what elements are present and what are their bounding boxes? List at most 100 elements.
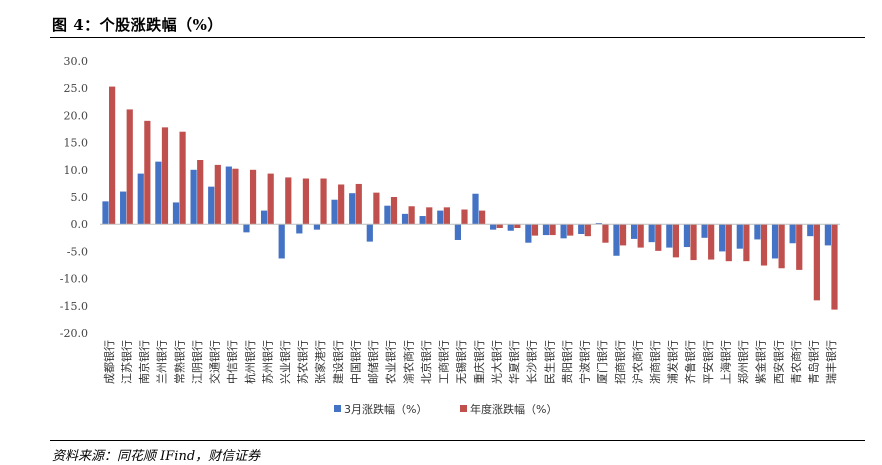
y-tick-label: -5.0: [67, 245, 88, 258]
category-label: 成都银行: [102, 340, 116, 384]
bar-march-36: [719, 224, 726, 252]
bar-ytd-3: [144, 120, 151, 225]
bar-march-9: [243, 224, 250, 233]
bar-ytd-24: [514, 224, 521, 229]
category-label: 农业银行: [384, 340, 398, 384]
legend: 3月涨跌幅（%） 年度涨跌幅（%）: [334, 402, 557, 416]
bar-ytd-31: [637, 224, 644, 248]
category-label: 重庆银行: [472, 340, 486, 384]
bar-ytd-7: [214, 164, 221, 225]
bar-ytd-16: [373, 192, 380, 225]
y-tick-label: -20.0: [60, 327, 88, 340]
bar-march-4: [155, 161, 162, 225]
bar-ytd-26: [549, 224, 556, 236]
bar-march-13: [313, 224, 321, 230]
category-label: 交通银行: [208, 340, 222, 384]
bar-march-5: [172, 202, 180, 225]
bar-march-3: [137, 173, 144, 225]
bar-march-31: [630, 224, 638, 239]
bar-march-27: [560, 224, 567, 239]
bar-march-30: [613, 224, 620, 256]
category-label: 上海银行: [718, 340, 732, 384]
bar-march-25: [525, 224, 532, 243]
category-label: 工商银行: [437, 340, 451, 384]
category-label: 张家港行: [313, 340, 327, 384]
bar-ytd-8: [232, 168, 239, 225]
source-note: 资料来源：同花顺 IFind，财信证券: [52, 449, 261, 464]
bar-march-8: [225, 166, 232, 225]
category-label: 华夏银行: [507, 340, 521, 384]
top-rule: [50, 37, 865, 38]
bar-march-16: [366, 224, 373, 242]
bar-ytd-33: [672, 224, 680, 258]
category-label: 北京银行: [419, 340, 433, 384]
bar-ytd-39: [778, 224, 785, 269]
bar-ytd-4: [161, 127, 169, 225]
bar-march-38: [754, 224, 761, 240]
bar-ytd-41: [813, 224, 820, 301]
category-label: 紫金银行: [754, 340, 768, 384]
y-tick-label: 20.0: [64, 109, 89, 122]
y-tick-label: 5.0: [71, 191, 89, 204]
category-label: 招商银行: [613, 340, 627, 384]
category-label: 青农商行: [789, 340, 803, 384]
category-label: 中国银行: [348, 340, 362, 384]
bar-march-18: [401, 213, 409, 225]
legend-swatch-2: [460, 405, 467, 412]
category-label: 江苏银行: [119, 340, 133, 384]
bar-march-35: [701, 224, 708, 238]
category-label: 渝农商行: [401, 340, 415, 384]
bar-ytd-6: [197, 160, 204, 225]
category-label: 民生银行: [542, 340, 556, 384]
category-label: 齐鲁银行: [683, 340, 697, 384]
bar-ytd-13: [320, 178, 327, 225]
bar-ytd-42: [831, 224, 838, 310]
bar-ytd-1: [109, 86, 116, 225]
category-label: 浦发银行: [666, 340, 680, 384]
category-label: 兴业银行: [278, 340, 292, 384]
bar-march-12: [296, 224, 303, 234]
bar-ytd-17: [390, 197, 398, 225]
category-label: 青岛银行: [807, 340, 821, 384]
bars: [102, 86, 838, 310]
category-label: 苏州银行: [260, 340, 274, 384]
category-label: 厦门银行: [595, 340, 609, 384]
bar-march-37: [736, 224, 743, 249]
bar-ytd-34: [690, 224, 697, 261]
bar-ytd-21: [461, 209, 468, 225]
category-label: 浙商银行: [648, 340, 662, 384]
y-tick-label: 0.0: [71, 218, 89, 231]
bar-march-14: [331, 199, 338, 225]
bar-march-42: [824, 224, 831, 246]
bar-ytd-29: [602, 224, 609, 243]
category-label: 中信银行: [225, 340, 239, 384]
category-label: 光大银行: [489, 340, 503, 384]
bar-ytd-27: [567, 224, 574, 236]
category-labels: 成都银行 江苏银行 南京银行 兰州银行 常熟银行 江阴银行 交通银行 中信银行 杭州银行 苏州银行…: [102, 340, 838, 384]
category-label: 邮储银行: [366, 340, 380, 384]
category-label: 建设银行: [331, 340, 345, 384]
category-label: 长沙银行: [525, 340, 539, 384]
bar-march-20: [437, 210, 444, 225]
bar-march-40: [789, 224, 796, 244]
category-label: 无锡银行: [454, 340, 468, 384]
bar-ytd-12: [302, 178, 310, 225]
y-axis-ticks: 30.0 25.0 20.0 15.0 10.0 5.0 0.0 -5.0 -10.0 -15.0…: [60, 55, 88, 340]
bar-ytd-38: [760, 224, 768, 266]
bar-ytd-10: [267, 173, 274, 225]
bar-march-33: [666, 224, 673, 248]
bar-march-22: [472, 193, 479, 225]
bar-march-32: [648, 224, 655, 243]
y-tick-label: -15.0: [60, 300, 88, 313]
legend-label-1: 3月涨跌幅（%）: [344, 402, 427, 416]
bar-ytd-14: [338, 184, 345, 225]
bar-ytd-2: [126, 109, 133, 225]
y-tick-label: 15.0: [64, 137, 89, 150]
bar-ytd-37: [743, 224, 750, 262]
bar-march-39: [771, 224, 779, 259]
bar-march-1: [102, 201, 109, 225]
bar-march-29: [595, 223, 602, 225]
bar-march-7: [208, 186, 215, 225]
bar-ytd-28: [584, 224, 591, 237]
bar-ytd-36: [725, 224, 732, 262]
